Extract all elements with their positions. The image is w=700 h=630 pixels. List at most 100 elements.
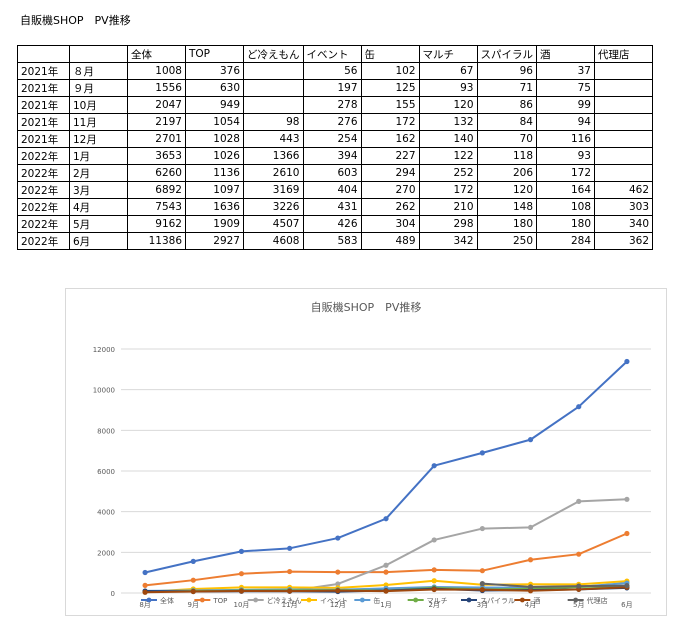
data-point bbox=[624, 583, 630, 589]
legend-item: 全体 bbox=[141, 596, 174, 605]
table-cell: 2022年 bbox=[17, 215, 70, 233]
table-cell: 1909 bbox=[185, 215, 244, 233]
table-row: 2021年 11月 2197 1054 98 276 172 132 84 94 bbox=[17, 113, 653, 131]
legend-item: TOP bbox=[194, 597, 227, 605]
series-line bbox=[289, 498, 627, 592]
table-cell: 298 bbox=[418, 215, 478, 233]
data-point bbox=[142, 582, 148, 588]
table-cell: 5月 bbox=[69, 215, 128, 233]
legend-label: 全体 bbox=[160, 596, 174, 605]
table-cell: 404 bbox=[302, 181, 362, 199]
table-cell: 1026 bbox=[185, 147, 244, 165]
y-tick-label: 10000 bbox=[93, 387, 115, 395]
header-cell: イベント bbox=[302, 45, 362, 63]
table-cell: 148 bbox=[476, 198, 537, 216]
y-tick-label: 8000 bbox=[97, 427, 115, 435]
table-cell: 172 bbox=[360, 113, 420, 131]
table-cell: 1054 bbox=[185, 113, 244, 131]
chart-legend: 全体 TOP ど冷えもん イベント 缶 マルチ スパイラル 酒 代理店 bbox=[141, 596, 608, 605]
legend-item: スパイラル bbox=[461, 597, 515, 605]
legend-marker bbox=[413, 597, 419, 603]
table-cell: 7543 bbox=[127, 198, 186, 216]
table-cell: 210 bbox=[418, 198, 478, 216]
table-cell: 75 bbox=[536, 79, 595, 97]
header-cell: マルチ bbox=[418, 45, 478, 63]
table-cell: 155 bbox=[360, 96, 420, 114]
table-cell bbox=[243, 62, 304, 80]
table-cell: 2022年 bbox=[17, 147, 70, 165]
data-point bbox=[335, 535, 341, 541]
table-cell: 9162 bbox=[127, 215, 186, 233]
table-cell: 67 bbox=[418, 62, 478, 80]
table-cell: 2021年 bbox=[17, 113, 70, 131]
table-cell: 118 bbox=[476, 147, 537, 165]
table-cell: 2022年 bbox=[17, 181, 70, 199]
table-header-row: 全体 TOP ど冷えもん イベント缶マルチ スパイラル酒代理店 bbox=[17, 45, 653, 63]
table-cell: 1636 bbox=[185, 198, 244, 216]
y-tick-label: 0 bbox=[111, 590, 115, 598]
table-cell bbox=[243, 96, 304, 114]
table-cell: 116 bbox=[536, 130, 595, 148]
header-cell: ど冷えもん bbox=[243, 45, 304, 63]
legend-item: マルチ bbox=[407, 597, 448, 605]
table-cell: 426 bbox=[302, 215, 362, 233]
table-cell: 6260 bbox=[127, 164, 186, 182]
table-cell: 172 bbox=[536, 164, 595, 182]
table-cell: ８月 bbox=[69, 62, 128, 80]
table-cell: 11386 bbox=[127, 232, 186, 250]
table-cell: 2022年 bbox=[17, 232, 70, 250]
table-cell: 630 bbox=[185, 79, 244, 97]
legend-marker bbox=[519, 597, 525, 603]
legend-marker bbox=[199, 597, 205, 603]
data-point bbox=[383, 562, 389, 568]
data-point bbox=[383, 569, 389, 575]
table-cell: 250 bbox=[476, 232, 537, 250]
data-point bbox=[431, 567, 437, 573]
table-cell bbox=[594, 62, 653, 80]
header-cell bbox=[69, 45, 128, 63]
chart-series bbox=[142, 358, 630, 595]
data-point bbox=[431, 537, 437, 543]
header-cell: 缶 bbox=[360, 45, 420, 63]
legend-item: 酒 bbox=[514, 597, 540, 605]
table-cell: 270 bbox=[360, 181, 420, 199]
series-9 bbox=[479, 581, 630, 590]
legend-label: TOP bbox=[212, 597, 227, 605]
data-point bbox=[479, 581, 485, 587]
legend-label: マルチ bbox=[427, 597, 448, 605]
table-cell: 1028 bbox=[185, 130, 244, 148]
data-point bbox=[142, 569, 148, 576]
table-cell: 2021年 bbox=[17, 62, 70, 80]
table-cell: 2022年 bbox=[17, 198, 70, 216]
table-cell bbox=[243, 79, 304, 97]
line-chart: 自販機SHOP PV推移 0 2000 4000 6000 8000 10000 12000… bbox=[65, 288, 667, 616]
x-tick-label: 1月 bbox=[380, 601, 391, 609]
data-point bbox=[527, 584, 534, 590]
table-cell: 164 bbox=[536, 181, 595, 199]
table-cell: 162 bbox=[360, 130, 420, 148]
table-cell: 489 bbox=[360, 232, 420, 250]
table-cell: 340 bbox=[594, 215, 653, 233]
data-point bbox=[287, 545, 293, 551]
data-point bbox=[624, 496, 630, 502]
table-cell: 122 bbox=[418, 147, 478, 165]
table-cell: 949 bbox=[185, 96, 244, 114]
chart-title: 自販機SHOP PV推移 bbox=[311, 300, 422, 314]
header-cell: 代理店 bbox=[594, 45, 653, 63]
table-cell: 98 bbox=[243, 113, 304, 131]
y-tick-label: 12000 bbox=[93, 346, 115, 354]
table-cell: 3169 bbox=[243, 181, 304, 199]
x-tick-label: 8月 bbox=[139, 601, 150, 609]
table-cell: 10月 bbox=[69, 96, 128, 114]
table-cell: 172 bbox=[418, 181, 478, 199]
data-point bbox=[576, 404, 582, 410]
table-cell: 1366 bbox=[243, 147, 304, 165]
table-cell: 2197 bbox=[127, 113, 186, 131]
series-2 bbox=[142, 530, 630, 588]
data-point bbox=[190, 588, 196, 595]
table-cell: 603 bbox=[302, 164, 362, 182]
table-row: 2022年 3月 6892 1097 3169 404 270 172 120 164 462 bbox=[17, 181, 653, 199]
table-cell: 6月 bbox=[69, 232, 128, 250]
header-cell: 酒 bbox=[536, 45, 595, 63]
legend-marker bbox=[359, 597, 365, 603]
